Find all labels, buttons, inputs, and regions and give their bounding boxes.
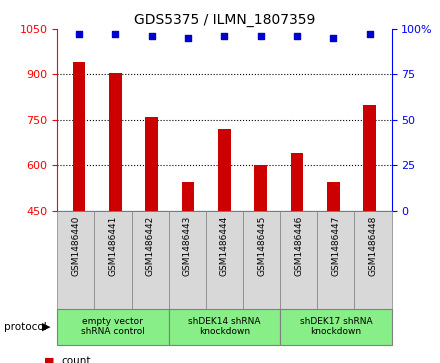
Text: GSM1486443: GSM1486443: [183, 216, 192, 276]
Bar: [109, 73, 122, 211]
Text: GSM1486445: GSM1486445: [257, 216, 266, 276]
Point: [112, 32, 119, 37]
Text: count: count: [62, 356, 91, 363]
Text: protocol: protocol: [4, 322, 47, 332]
Point: [330, 35, 337, 41]
Text: shDEK17 shRNA
knockdown: shDEK17 shRNA knockdown: [300, 317, 372, 337]
Text: shDEK14 shRNA
knockdown: shDEK14 shRNA knockdown: [188, 317, 260, 337]
Bar: [218, 129, 231, 211]
Text: GSM1486444: GSM1486444: [220, 216, 229, 276]
Text: GSM1486441: GSM1486441: [108, 216, 117, 276]
Point: [221, 33, 228, 39]
Point: [148, 33, 155, 39]
Text: empty vector
shRNA control: empty vector shRNA control: [81, 317, 145, 337]
Bar: [327, 182, 340, 211]
Point: [293, 33, 301, 39]
Bar: [145, 117, 158, 211]
Title: GDS5375 / ILMN_1807359: GDS5375 / ILMN_1807359: [134, 13, 315, 26]
Bar: [291, 153, 304, 211]
Point: [366, 32, 373, 37]
Point: [184, 35, 191, 41]
Text: ▶: ▶: [42, 322, 50, 332]
Text: GSM1486446: GSM1486446: [294, 216, 303, 276]
Bar: [182, 182, 194, 211]
Text: GSM1486448: GSM1486448: [369, 216, 378, 276]
Text: GSM1486442: GSM1486442: [146, 216, 154, 276]
Point: [76, 32, 83, 37]
Text: ■: ■: [44, 356, 55, 363]
Bar: [73, 62, 85, 211]
Bar: [254, 165, 267, 211]
Text: GSM1486447: GSM1486447: [331, 216, 341, 276]
Point: [257, 33, 264, 39]
Bar: [363, 105, 376, 211]
Text: GSM1486440: GSM1486440: [71, 216, 80, 276]
